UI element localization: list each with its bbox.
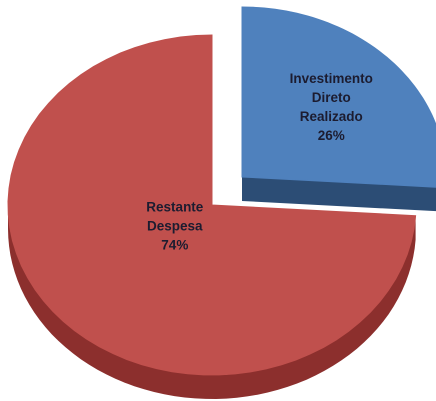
value-label: 26% — [317, 128, 345, 144]
value-label: 74% — [161, 237, 189, 253]
slice — [241, 6, 436, 188]
slice-label: Investimento Direto Realizado 26% — [281, 69, 381, 145]
slice-label: Restante Despesa 74% — [135, 198, 215, 255]
category-label: Restante Despesa — [146, 199, 204, 234]
category-label: Investimento Direto Realizado — [289, 71, 373, 125]
slice-face — [242, 177, 436, 212]
slice — [7, 34, 417, 376]
